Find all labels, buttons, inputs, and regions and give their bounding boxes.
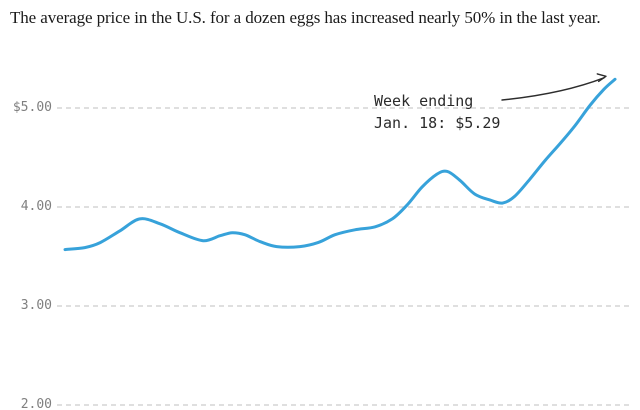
y-axis-tick-label: $5.00 bbox=[12, 100, 52, 115]
annotation-arrow bbox=[501, 77, 605, 101]
annotation-label: Week ending Jan. 18: $5.29 bbox=[374, 90, 500, 134]
price-line bbox=[63, 77, 617, 252]
y-axis-tick-label: 3.00 bbox=[20, 298, 52, 313]
annotation-arrowhead bbox=[596, 73, 607, 83]
y-axis-tick-label: 2.00 bbox=[20, 397, 52, 410]
y-axis-tick-label: 4.00 bbox=[20, 199, 52, 214]
annotation-line-1: Week ending bbox=[374, 92, 474, 110]
chart-title: The average price in the U.S. for a doze… bbox=[10, 8, 601, 27]
annotation-line-2: Jan. 18: $5.29 bbox=[374, 114, 501, 132]
